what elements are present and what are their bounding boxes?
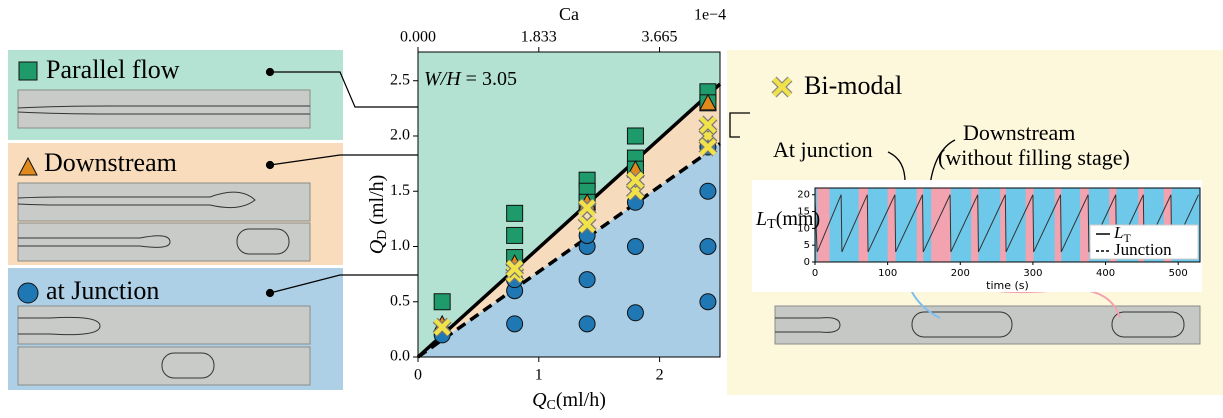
point-circle — [699, 237, 717, 255]
y-label-sub: D — [375, 230, 390, 240]
band — [1054, 188, 1062, 262]
band — [916, 188, 924, 262]
x-tick-label: 400 — [1096, 268, 1115, 279]
x-tick-label: 300 — [1023, 268, 1042, 279]
point-cross — [578, 215, 596, 233]
x-label: time (s) — [986, 279, 1029, 292]
x-label-main: Q — [532, 389, 547, 411]
point-square — [626, 127, 644, 145]
point-cross — [699, 138, 717, 156]
y-label-main: Q — [366, 239, 388, 254]
point-cross — [433, 318, 451, 336]
y-label-main-sub: T — [767, 217, 776, 232]
label-parallel: Parallel flow — [46, 55, 180, 84]
point-square — [433, 293, 451, 311]
point-circle — [626, 304, 644, 322]
legend-main: L — [1113, 223, 1123, 242]
y-label-unit: (ml/h) — [366, 175, 388, 230]
point-circle — [578, 315, 596, 333]
point-square — [506, 204, 524, 222]
label-bimodal: Bi-modal — [804, 71, 902, 100]
y-tick-label: 10 — [797, 223, 810, 234]
annotation-rest: = 3.05 — [461, 68, 517, 90]
y-tick-label: 0.0 — [390, 348, 410, 365]
point-square — [506, 226, 524, 244]
x-tick-label: 0 — [812, 268, 818, 279]
y-tick-label: 2.5 — [390, 71, 410, 88]
y-tick-label: 1.5 — [390, 182, 410, 199]
y-tick-label: 0.5 — [390, 292, 410, 309]
legend-label: LT — [1113, 223, 1131, 245]
point-cross — [626, 171, 645, 189]
y-tick-label: 15 — [797, 207, 810, 218]
y-tick-label: 1.0 — [390, 237, 410, 254]
strip — [774, 261, 1201, 345]
point-cross — [578, 199, 596, 217]
legend-triangle — [18, 156, 38, 176]
point-circle — [626, 237, 644, 255]
y-label-main-main: L — [755, 208, 767, 230]
x2-label: Ca — [559, 4, 579, 24]
point-circle — [578, 271, 596, 289]
label-downstream-note: (without filling stage) — [938, 145, 1130, 170]
boundary-line — [416, 142, 722, 359]
point-cross — [699, 116, 717, 134]
point-circle — [506, 315, 524, 333]
x-tick-label: 500 — [1169, 268, 1188, 279]
band — [1080, 188, 1089, 262]
x-tick-label: 200 — [951, 268, 970, 279]
x-label-unit: (ml/h) — [556, 389, 606, 411]
boundary-line — [416, 82, 722, 359]
x-tick-label: 100 — [878, 268, 897, 279]
legend-circle — [17, 282, 39, 304]
legend-sub: T — [1123, 231, 1131, 245]
label-downstream-right: Downstream — [963, 120, 1075, 145]
x-label: QC(ml/h) — [532, 389, 606, 414]
legend-junction: Junction — [1114, 240, 1172, 259]
point-circle — [699, 293, 717, 311]
y-label-main: LT(mm) — [755, 208, 820, 233]
band — [887, 188, 896, 262]
x-label-sub: C — [547, 398, 556, 413]
label-junction: at Junction — [46, 276, 159, 305]
label-at-junction: At junction — [773, 137, 873, 162]
band — [1025, 188, 1034, 262]
point-circle — [699, 182, 717, 200]
y-label: QD (ml/h) — [366, 175, 391, 255]
x2-offset: 1e−4 — [694, 7, 726, 24]
label-downstream: Downstream — [44, 148, 177, 177]
y-tick-label: 2.0 — [390, 127, 410, 144]
y-tick-label: 5 — [804, 240, 810, 251]
point-triangle — [699, 93, 717, 111]
x-tick-label: 0 — [414, 367, 422, 384]
y-label-main-unit: (mm) — [776, 208, 820, 230]
band — [1000, 188, 1007, 262]
plot-frame — [417, 51, 721, 358]
x2-tick-label: 1.833 — [521, 29, 557, 46]
x2-tick-label: 0.000 — [400, 29, 436, 46]
annotation: W/H = 3.05 — [424, 68, 517, 90]
y-tick-label: 0 — [804, 257, 810, 268]
band — [858, 188, 869, 262]
y-tick-label: 20 — [797, 190, 810, 201]
annotation-italic: W/H — [424, 68, 462, 90]
legend-box — [1089, 224, 1199, 260]
x-tick-label: 2 — [656, 367, 664, 384]
x2-tick-label: 3.665 — [642, 29, 678, 46]
legend-cross — [772, 77, 792, 97]
x-tick-label: 1 — [535, 367, 543, 384]
legend-square — [18, 61, 38, 81]
micrographs — [17, 89, 311, 386]
inset-frame-axes — [814, 187, 1201, 263]
point-cross — [506, 260, 524, 278]
band — [931, 188, 951, 262]
band — [971, 188, 979, 262]
